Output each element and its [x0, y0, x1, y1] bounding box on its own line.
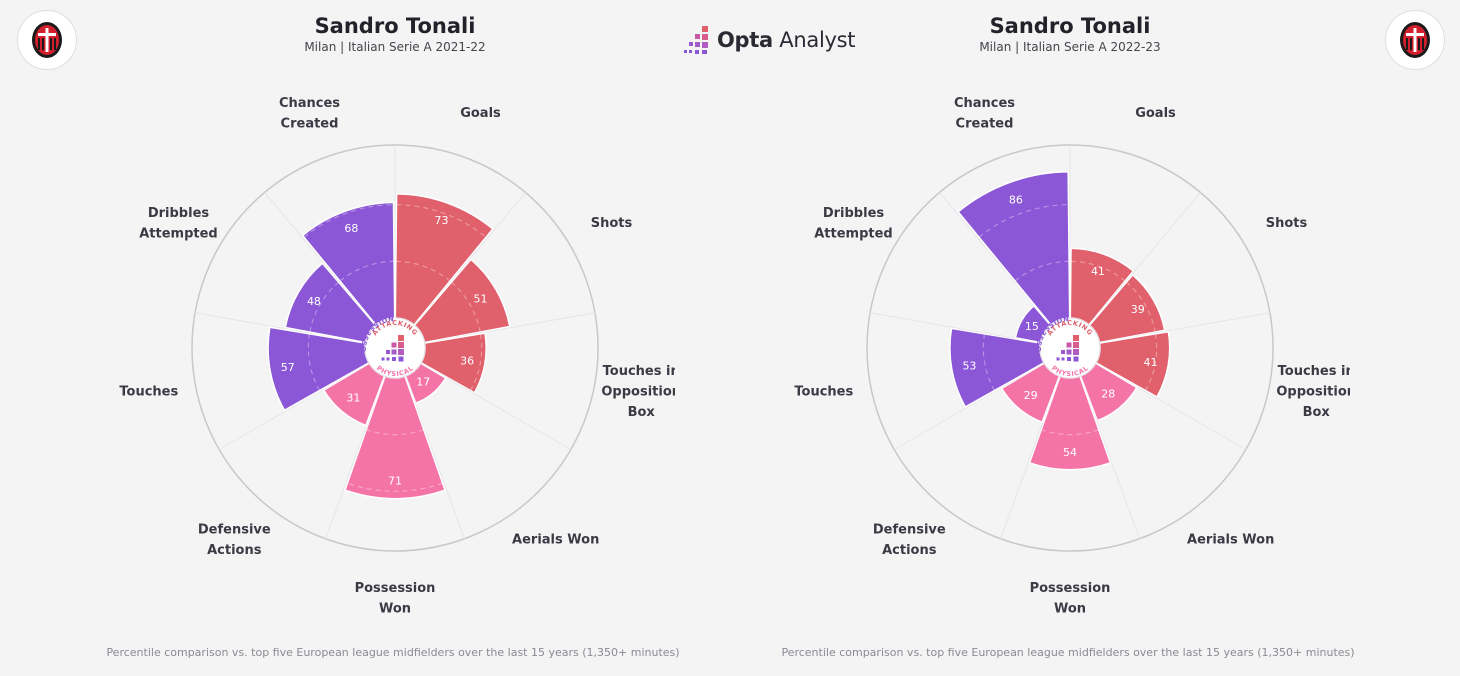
- radar-category-label: Chances Created: [279, 96, 340, 132]
- radar-category-label: Touches in Opposition Box: [601, 364, 675, 420]
- radar-category-label: Defensive Actions: [198, 522, 271, 558]
- radar-gridline: [307, 333, 321, 391]
- radar-value-label: 73: [435, 214, 449, 227]
- radar-gridline: [395, 260, 451, 282]
- center-logo-square: [398, 335, 404, 341]
- radar-gridline: [1070, 260, 1126, 282]
- radar-chart-2022-23: 41 Goals 39 Shots 41 Touches in Opposition Box 2…: [790, 70, 1350, 617]
- radar-gridline: [1014, 260, 1070, 282]
- footnote-left: Percentile comparison vs. top five Europ…: [106, 646, 680, 659]
- radar-category-label: Defensive Actions: [873, 522, 946, 558]
- center-logo-square: [1066, 342, 1072, 348]
- radar-value-label: 54: [1063, 446, 1077, 459]
- center-logo-square: [1073, 335, 1079, 341]
- radar-gridline: [309, 281, 339, 333]
- center-logo-square: [391, 349, 397, 355]
- center-logo-square: [381, 357, 385, 361]
- radar-category-label: Goals: [460, 106, 501, 121]
- radar-category-label: Aerials Won: [512, 533, 599, 548]
- chart-subtitle-right: Milan | Italian Serie A 2022-23: [979, 40, 1161, 54]
- radar-gridline: [469, 333, 483, 391]
- radar-value-label: 86: [1009, 193, 1023, 206]
- radar-value-label: 51: [473, 293, 487, 306]
- center-logo-square: [391, 342, 397, 348]
- radar-category-label: Touches: [794, 384, 853, 399]
- radar-value-label: 41: [1143, 356, 1157, 369]
- radar-gridline: [978, 204, 1069, 238]
- radar-value-label: 57: [281, 361, 295, 374]
- ac-milan-crest-icon: [32, 22, 62, 58]
- radar-category-label: Dribbles Attempted: [814, 206, 893, 242]
- radar-value-label: 71: [388, 475, 402, 488]
- center-logo-square: [386, 350, 390, 354]
- radar-value-label: 15: [1025, 320, 1039, 333]
- radar-gridline: [303, 204, 394, 238]
- radar-category-label: Possession Won: [355, 581, 436, 617]
- radar-center-hub: [364, 317, 426, 379]
- radar-value-label: 31: [346, 392, 360, 405]
- chart-subtitle-left: Milan | Italian Serie A 2021-22: [304, 40, 486, 54]
- center-logo-square: [386, 357, 390, 361]
- center-logo-square: [392, 357, 396, 361]
- club-crest-right: [1385, 10, 1445, 70]
- radar-value-label: 53: [962, 360, 976, 373]
- center-logo-square: [1061, 350, 1065, 354]
- radar-value-label: 68: [344, 222, 358, 235]
- center-logo-square: [1067, 357, 1071, 361]
- radar-gridline: [1144, 333, 1158, 391]
- radar-gridline: [366, 429, 424, 436]
- chart-title-left: Sandro Tonali: [314, 14, 476, 38]
- radar-gridline: [396, 204, 487, 238]
- radar-spoke: [869, 312, 1041, 344]
- radar-category-label: Possession Won: [1030, 581, 1111, 617]
- center-logo-square: [398, 342, 404, 348]
- opta-logo-icon: [684, 26, 708, 54]
- center-logo-square: [1073, 349, 1079, 355]
- center-logo-square: [1073, 342, 1079, 348]
- radar-chart-2021-22: 73 Goals 51 Shots 36 Touches in Opposition Box 1…: [115, 70, 675, 617]
- footnote-right: Percentile comparison vs. top five Europ…: [781, 646, 1355, 659]
- radar-gridline: [347, 482, 443, 492]
- radar-value-label: 39: [1131, 303, 1145, 316]
- radar-value-label: 36: [460, 355, 474, 368]
- club-crest-left: [17, 10, 77, 70]
- radar-gridline: [1041, 429, 1099, 436]
- opta-analyst-logo: Opta Analyst: [682, 24, 855, 56]
- radar-gridline: [1126, 281, 1156, 333]
- radar-value-label: 28: [1101, 388, 1115, 401]
- radar-category-label: Chances Created: [954, 96, 1015, 132]
- radar-gridline: [451, 281, 481, 333]
- radar-value-label: 41: [1091, 265, 1105, 278]
- ac-milan-crest-icon: [1400, 22, 1430, 58]
- center-logo-square: [1066, 349, 1072, 355]
- radar-category-label: Touches: [119, 384, 178, 399]
- center-logo-square: [1073, 356, 1079, 362]
- center-logo-square: [1056, 357, 1060, 361]
- radar-category-label: Dribbles Attempted: [139, 206, 218, 242]
- center-logo-square: [398, 349, 404, 355]
- radar-value-label: 48: [307, 295, 321, 308]
- brand-name: Opta Analyst: [717, 28, 856, 52]
- radar-category-label: Shots: [591, 216, 633, 231]
- radar-value-label: 17: [416, 376, 430, 389]
- chart-title-right: Sandro Tonali: [989, 14, 1151, 38]
- radar-category-label: Aerials Won: [1187, 533, 1274, 548]
- radar-category-label: Goals: [1135, 106, 1176, 121]
- radar-gridline: [339, 260, 395, 282]
- radar-gridline: [982, 333, 996, 391]
- center-logo-square: [1061, 357, 1065, 361]
- center-logo-square: [398, 356, 404, 362]
- radar-category-label: Touches in Opposition Box: [1276, 364, 1350, 420]
- radar-center-hub: [1039, 317, 1101, 379]
- radar-category-label: Shots: [1266, 216, 1308, 231]
- radar-value-label: 29: [1024, 389, 1038, 402]
